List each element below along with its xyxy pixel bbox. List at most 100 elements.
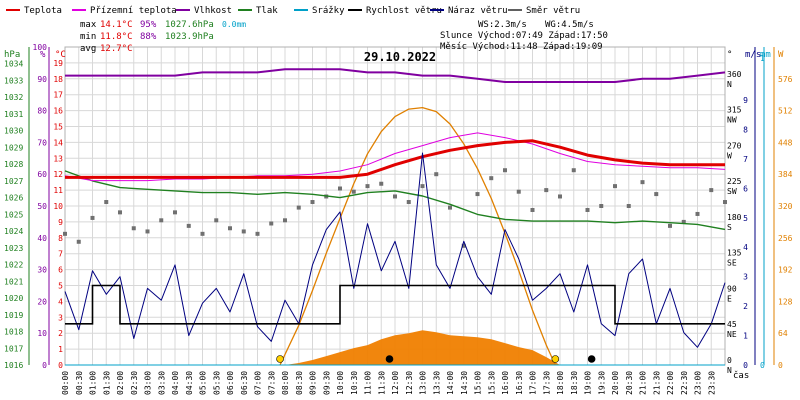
tick-temp: 13 (53, 154, 63, 163)
tick-time: 16:30 (515, 371, 524, 395)
tick-mm: 1 (760, 54, 765, 63)
tick-time: 14:30 (460, 371, 469, 395)
tick-mm: 0 (760, 361, 765, 370)
tick-dir: 135 (727, 249, 742, 258)
wind-direction-point (709, 188, 714, 193)
wind-direction-point (406, 200, 411, 205)
tick-temp: 9 (58, 218, 63, 227)
tick-time: 00:30 (75, 371, 84, 395)
tick-temp: 19 (53, 59, 63, 68)
sun-curve (279, 106, 556, 366)
stat-humidity: 95% (140, 20, 157, 30)
tick-time: 19:30 (597, 371, 606, 395)
wind-direction-point (723, 200, 727, 205)
tick-hpa: 1031 (4, 110, 23, 119)
tick-w: 192 (778, 266, 793, 275)
tick-time: 04:00 (171, 371, 180, 395)
tick-hpa: 1019 (4, 311, 23, 320)
tick-time: 11:00 (364, 371, 373, 395)
stat-label: avg (80, 44, 96, 54)
wind-direction-point (159, 218, 164, 223)
tick-w: 512 (778, 107, 793, 116)
tick-time: 14:00 (446, 371, 455, 395)
tick-time: 00:00 (61, 371, 70, 395)
tick-w: 64 (778, 329, 788, 338)
wind-direction-point (351, 189, 356, 194)
wind-direction-point (338, 186, 342, 191)
tick-temp: 0 (58, 361, 63, 370)
tick-ms: 4 (743, 243, 748, 252)
tick-hpa: 1033 (4, 76, 23, 85)
wind-direction-point (269, 221, 274, 226)
tick-dir-name: N (727, 366, 732, 375)
tick-temp: 7 (58, 250, 63, 259)
tick-w: 0 (778, 361, 783, 370)
tick-time: 07:30 (267, 371, 276, 395)
axis-label-ms: m/s (745, 50, 761, 60)
tick-ms: 6 (743, 184, 748, 193)
legend-label: Tlak (256, 6, 278, 16)
wind-direction-point (695, 211, 700, 216)
wind-direction-point (186, 223, 191, 228)
stat-temp: 12.7°C (100, 44, 133, 54)
tick-time: 09:30 (322, 371, 331, 395)
wind-direction-point (76, 239, 81, 244)
tick-temp: 4 (58, 297, 63, 306)
wind-direction-point (173, 210, 177, 215)
tick-time: 03:00 (144, 371, 153, 395)
wind-direction-point (626, 204, 631, 208)
marker-moonset (587, 355, 596, 363)
tick-dir-name: E (727, 294, 732, 303)
wind-direction-point (228, 226, 232, 231)
wind-direction-point (296, 205, 301, 210)
tick-pct: 70 (37, 138, 47, 147)
tick-hpa: 1023 (4, 244, 23, 253)
tick-ms: 8 (743, 125, 748, 134)
wind-direction-point (681, 219, 686, 224)
wind-direction-point (654, 192, 659, 197)
wind-direction-point (379, 181, 384, 186)
tick-time: 04:30 (185, 371, 194, 395)
tick-time: 23:00 (694, 371, 703, 395)
tick-hpa: 1026 (4, 194, 23, 203)
legend-label: Srážky (312, 6, 345, 16)
tick-temp: 18 (53, 75, 63, 84)
axis-label-pct: % (40, 50, 46, 60)
tick-time: 17:00 (529, 371, 538, 395)
tick-dir: 225 (727, 177, 742, 186)
tick-ms: 5 (743, 214, 748, 223)
tick-hpa: 1017 (4, 344, 23, 353)
tick-time: 15:00 (474, 371, 483, 395)
tick-dir: 0 (727, 356, 732, 365)
wind-direction-point (118, 210, 122, 215)
tick-pct: 50 (37, 202, 47, 211)
marker-sunset (551, 355, 560, 363)
tick-hpa: 1021 (4, 277, 23, 286)
tick-ms: 2 (743, 302, 748, 311)
humidity-line (65, 68, 726, 83)
wind-direction-point (310, 200, 315, 205)
tick-dir-name: NE (727, 330, 737, 339)
tick-time: 08:30 (295, 371, 304, 395)
tick-time: 13:30 (432, 371, 441, 395)
wind-gust-line (64, 152, 726, 348)
tick-temp: 14 (53, 138, 63, 147)
stat-temp: 14.1°C (100, 20, 133, 30)
axis-label-time: čas (733, 370, 749, 381)
legend-label: Přízemní teplota (90, 6, 177, 16)
wind-direction-point (640, 180, 645, 185)
tick-pct: 100 (33, 43, 48, 52)
legend-label: Vlhkost (194, 6, 232, 16)
tick-w: 256 (778, 234, 793, 243)
tick-hpa: 1032 (4, 93, 23, 102)
wind-direction-point (489, 176, 494, 181)
tick-w: 448 (778, 138, 793, 147)
wind-direction-point (200, 231, 205, 236)
wind-direction-point (420, 184, 425, 189)
tick-time: 06:00 (226, 371, 235, 395)
tick-time: 21:00 (639, 371, 648, 395)
tick-ms: 3 (743, 273, 748, 282)
wind-direction-point (283, 218, 287, 223)
tick-temp: 6 (58, 266, 63, 275)
tick-time: 01:00 (89, 371, 98, 395)
